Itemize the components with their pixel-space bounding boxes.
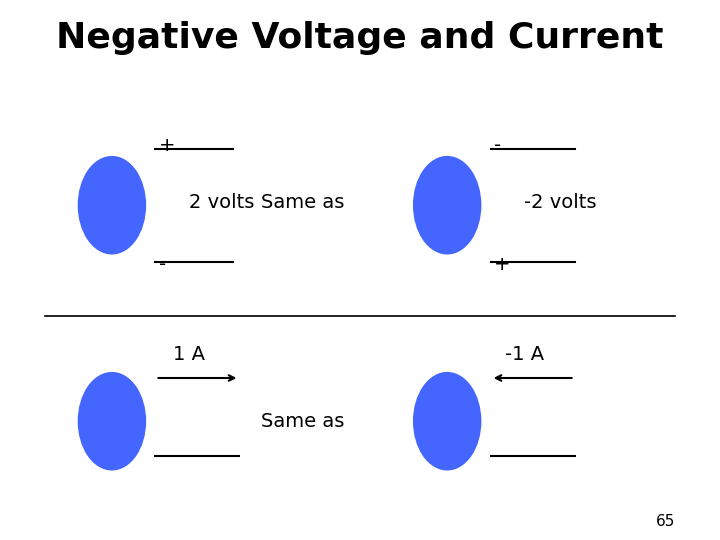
Ellipse shape — [414, 373, 481, 470]
Text: -2 volts: -2 volts — [524, 193, 597, 212]
Text: +: + — [159, 136, 176, 156]
Text: -: - — [494, 136, 501, 156]
Text: +: + — [494, 255, 510, 274]
Ellipse shape — [78, 157, 145, 254]
Text: 65: 65 — [656, 514, 675, 529]
Text: Negative Voltage and Current: Negative Voltage and Current — [56, 21, 664, 55]
Text: Same as: Same as — [261, 411, 345, 431]
Text: 1 A: 1 A — [173, 346, 205, 365]
Text: -: - — [159, 255, 166, 274]
Text: Same as: Same as — [261, 193, 345, 212]
Ellipse shape — [414, 157, 481, 254]
Text: 2 volts: 2 volts — [189, 193, 254, 212]
Text: -1 A: -1 A — [505, 346, 544, 365]
Ellipse shape — [78, 373, 145, 470]
